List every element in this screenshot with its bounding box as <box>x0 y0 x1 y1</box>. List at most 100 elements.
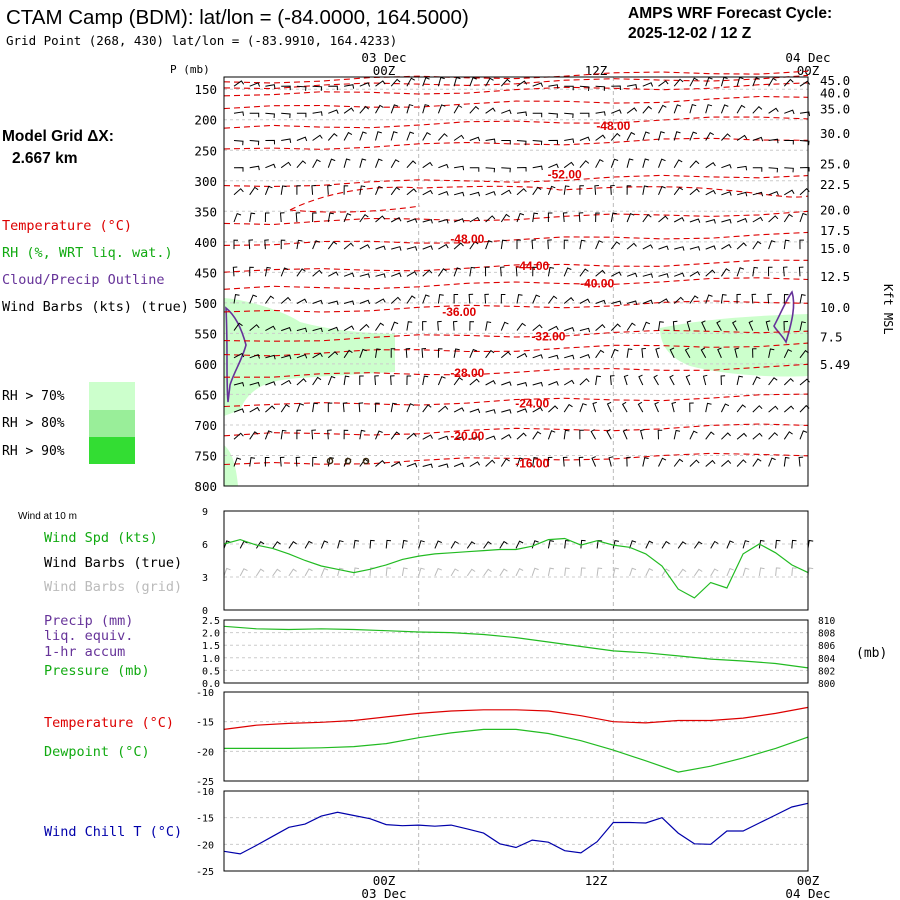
wind-barb <box>578 212 584 223</box>
wind-barb <box>626 300 638 306</box>
wind-barb <box>422 245 433 250</box>
wind-barb <box>784 140 794 145</box>
wind-barb <box>500 321 509 331</box>
wind-barb <box>705 294 713 304</box>
wind-barb <box>390 321 399 331</box>
wind-barb <box>233 239 239 250</box>
wind-barb <box>469 105 480 114</box>
wind-barb <box>562 456 568 467</box>
wind-barb <box>721 218 732 224</box>
wind-barb <box>783 456 790 467</box>
bottom-tick-00z: 00Z <box>373 873 396 888</box>
forecast-cycle-label: AMPS WRF Forecast Cycle: <box>628 5 832 22</box>
wind-barb <box>579 353 591 359</box>
wind-barb <box>720 268 730 277</box>
wind-barb <box>685 374 691 386</box>
wind-barb <box>752 167 763 172</box>
wind-barb <box>249 212 256 223</box>
wind-barb <box>752 240 762 250</box>
wind-barb <box>752 105 763 114</box>
bottom-tick-12z: 12Z <box>585 873 608 888</box>
wind-barb-grid <box>272 568 281 577</box>
temperature-contour <box>223 116 809 129</box>
wind-panel-ticks: 9 6 3 0 <box>202 507 208 617</box>
height-axis-label: Kft MSL <box>881 284 895 335</box>
wind-barb <box>547 239 552 250</box>
wind-barb-true <box>499 540 508 549</box>
wind-barb <box>344 84 355 89</box>
wind-barb <box>610 185 615 195</box>
wind-barb <box>799 166 810 172</box>
temperature-tick-label: -25 <box>196 777 214 788</box>
wind-barb <box>767 266 773 277</box>
wind-barb <box>736 432 747 440</box>
wind-barb-true <box>758 539 765 549</box>
temperature-line <box>223 706 809 730</box>
legend-temperature: Temperature (°C) <box>2 218 132 234</box>
precip-markers <box>326 457 370 465</box>
wind-barb-true <box>629 540 637 549</box>
wind-barb <box>737 165 748 171</box>
wind-barb <box>375 215 386 223</box>
wind-barb <box>799 321 806 331</box>
wind-barb <box>673 159 683 168</box>
wind-barb <box>720 403 730 413</box>
wind-barb <box>501 409 512 414</box>
wind-barb <box>610 348 619 358</box>
wind-barb <box>296 298 308 304</box>
wind-barb <box>701 320 707 331</box>
wind-barb <box>658 185 666 195</box>
wind-barb <box>673 186 684 196</box>
wind-chill-tick-label: -25 <box>196 867 214 878</box>
wind-barb <box>265 325 276 332</box>
wind-barb <box>406 160 417 169</box>
forecast-cycle-value: 2025-12-02 / 12 Z <box>628 25 752 42</box>
pressure-tick-label: 806 <box>818 641 835 652</box>
wind-barb <box>564 326 575 332</box>
wind-barb <box>784 109 795 115</box>
wind-barb <box>343 325 355 332</box>
wind-barb <box>516 322 526 331</box>
wind-barb <box>485 190 496 196</box>
wind-barb <box>390 186 400 196</box>
precip-tick-label: 0.5 <box>202 666 220 677</box>
wind-barb <box>752 191 764 197</box>
wind-barb <box>783 213 793 223</box>
wind-barb <box>406 104 414 114</box>
wind-barb <box>579 378 590 386</box>
wind-barb <box>673 131 681 141</box>
wind-barb <box>422 375 429 386</box>
wind-barb <box>516 381 528 387</box>
wind-barb <box>783 377 794 386</box>
wind-barb <box>422 321 427 331</box>
wind-chill-tick-label: -10 <box>196 787 214 798</box>
wind-barb <box>642 273 653 278</box>
wind-barb <box>438 133 448 141</box>
temperature-contour <box>223 300 809 313</box>
wind-barb <box>752 216 764 223</box>
wind-barb <box>233 322 243 331</box>
wind-barb <box>295 456 301 467</box>
wind-barb <box>485 380 496 386</box>
wind-barb <box>748 320 754 331</box>
wind-barb <box>343 185 349 195</box>
wind-barb <box>642 158 650 168</box>
wind-barb <box>343 158 351 168</box>
wind-barb-true <box>320 540 329 549</box>
wind-barb <box>390 131 398 141</box>
wind-barb <box>638 374 644 386</box>
wind-barb <box>485 77 494 87</box>
wind-barb <box>501 434 512 440</box>
wind-barb <box>279 212 285 223</box>
wind-barb <box>422 218 433 224</box>
wind-barb <box>343 131 353 141</box>
wind-barb <box>783 239 790 250</box>
wind-barb-grid <box>807 567 814 576</box>
wind-barb <box>422 161 433 169</box>
precip-tick-label: 1.0 <box>202 654 220 665</box>
wind-barb <box>689 430 698 440</box>
pressure-tick-label: 550 <box>194 326 217 341</box>
wind-barb <box>422 132 431 141</box>
